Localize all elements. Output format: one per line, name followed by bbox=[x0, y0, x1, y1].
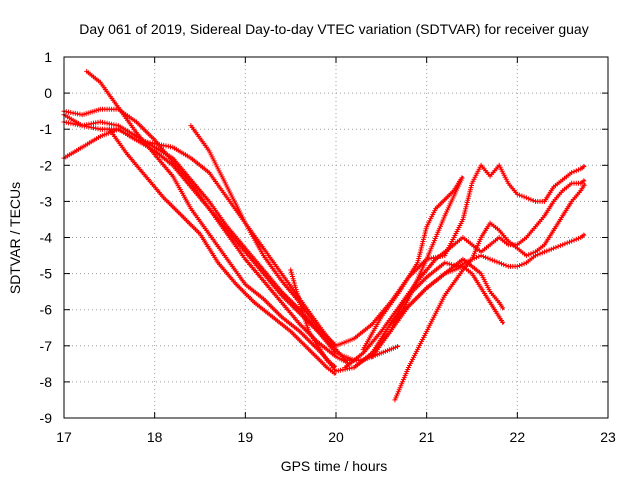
x-tick-label: 17 bbox=[56, 429, 72, 445]
y-tick-label: -9 bbox=[40, 410, 53, 426]
x-tick-label: 18 bbox=[147, 429, 163, 445]
series-arc-7 bbox=[188, 123, 587, 349]
y-tick-label: -5 bbox=[40, 266, 53, 282]
x-tick-label: 20 bbox=[328, 429, 344, 445]
data-series bbox=[61, 68, 587, 403]
y-tick-label: -7 bbox=[40, 338, 53, 354]
x-tick-label: 22 bbox=[510, 429, 526, 445]
series-markers bbox=[61, 126, 333, 343]
y-tick-label: -4 bbox=[40, 230, 53, 246]
series-arc-6 bbox=[106, 126, 337, 376]
series-arc-14 bbox=[360, 175, 465, 352]
series-markers bbox=[351, 175, 465, 370]
series-markers bbox=[106, 126, 337, 376]
y-tick-label: -2 bbox=[40, 157, 53, 173]
x-tick-label: 23 bbox=[600, 429, 616, 445]
y-tick-label: 1 bbox=[44, 49, 52, 65]
y-tick-label: 0 bbox=[44, 85, 52, 101]
series-arc-5 bbox=[61, 126, 333, 343]
x-tick-label: 21 bbox=[419, 429, 435, 445]
y-tick-label: -3 bbox=[40, 193, 53, 209]
axis-ticks bbox=[63, 56, 609, 419]
grid-lines bbox=[64, 57, 608, 418]
series-arc-9 bbox=[392, 232, 587, 403]
y-tick-labels: 1 0 -1 -2 -3 -4 -5 -6 -7 -8 -9 bbox=[40, 49, 53, 426]
chart-title: Day 061 of 2019, Sidereal Day-to-day VTE… bbox=[79, 21, 588, 37]
series-arc-13 bbox=[351, 175, 465, 370]
x-axis-title: GPS time / hours bbox=[281, 458, 388, 474]
series-markers bbox=[360, 175, 465, 352]
y-tick-label: -1 bbox=[40, 121, 53, 137]
y-tick-label: -8 bbox=[40, 374, 53, 390]
x-tick-label: 19 bbox=[238, 429, 254, 445]
y-axis-title: SDTVAR / TECUs bbox=[7, 182, 23, 294]
y-tick-label: -6 bbox=[40, 302, 53, 318]
x-tick-labels: 17 18 19 20 21 22 23 bbox=[56, 429, 616, 445]
series-markers bbox=[392, 232, 587, 403]
